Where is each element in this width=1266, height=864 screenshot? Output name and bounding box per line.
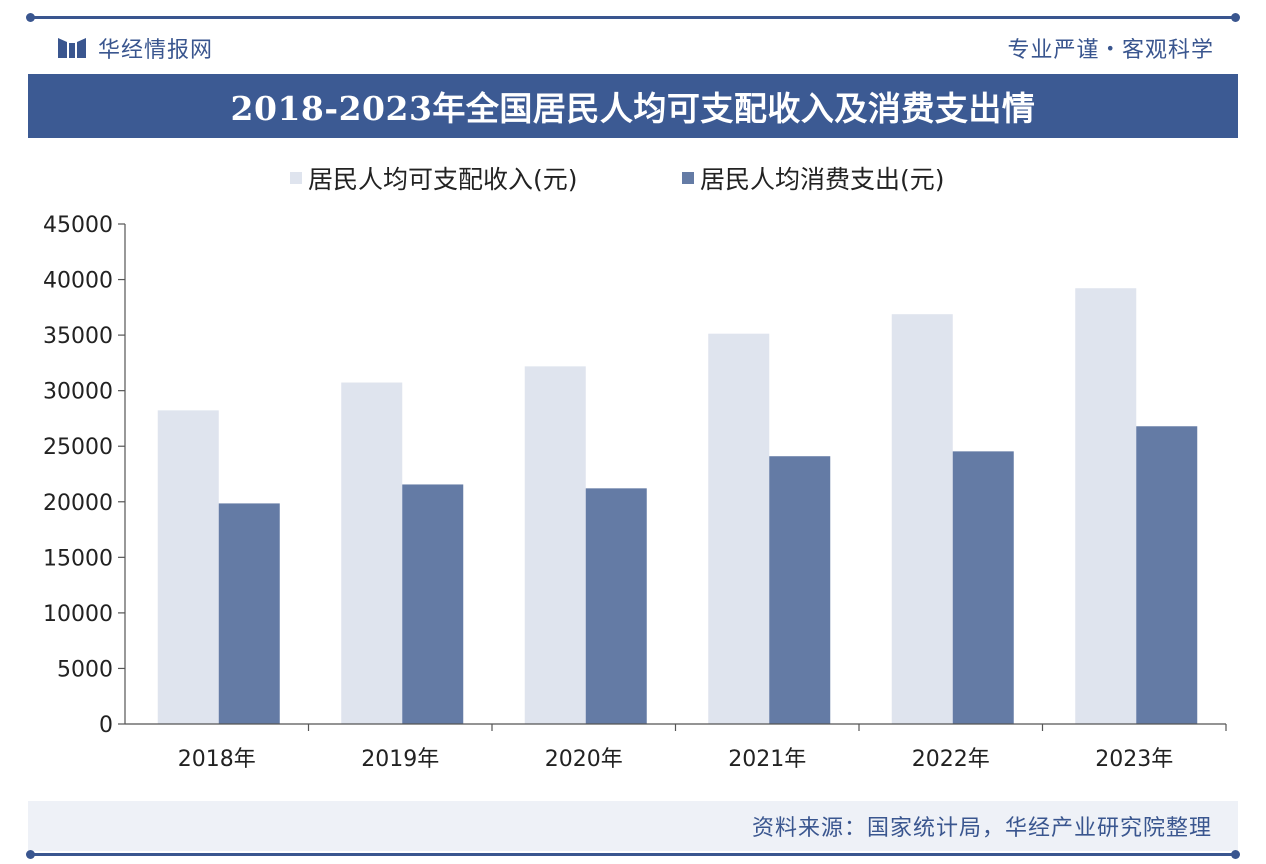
consumption-bar bbox=[1136, 426, 1198, 724]
income-bar bbox=[157, 410, 219, 724]
legend-item-income: 居民人均可支配收入(元) bbox=[290, 158, 578, 198]
legend-swatch-consumption bbox=[682, 172, 694, 184]
brand-name: 华经情报网 bbox=[98, 38, 214, 63]
y-tick-label: 40000 bbox=[43, 269, 113, 294]
brand: 华经情报网 bbox=[58, 30, 213, 66]
rule-cap bbox=[1231, 13, 1240, 22]
brand-logo-icon bbox=[58, 38, 86, 58]
y-tick-label: 25000 bbox=[43, 435, 113, 460]
slogan-right: 客观科学 bbox=[1121, 38, 1214, 63]
slogan-left: 专业严谨 bbox=[1007, 38, 1100, 63]
bottom-rule bbox=[26, 850, 1240, 859]
source-bar: 资料来源：国家统计局，华经产业研究院整理 bbox=[28, 801, 1238, 851]
legend: 居民人均可支配收入(元) 居民人均消费支出(元) bbox=[0, 158, 1266, 198]
axes-layer bbox=[118, 223, 1227, 731]
rule-cap bbox=[26, 850, 35, 859]
source-note: 资料来源：国家统计局，华经产业研究院整理 bbox=[751, 816, 1212, 841]
income-bar bbox=[891, 314, 953, 724]
x-tick-label: 2019年 bbox=[361, 747, 439, 772]
consumption-bar bbox=[585, 488, 647, 724]
slogan: 专业严谨 • 客观科学 bbox=[1008, 30, 1214, 66]
rule-cap bbox=[1231, 850, 1240, 859]
income-bar bbox=[341, 382, 403, 724]
x-tick-label: 2022年 bbox=[912, 747, 990, 772]
x-tick-label: 2021年 bbox=[728, 747, 806, 772]
x-tick-label: 2023年 bbox=[1095, 747, 1173, 772]
y-tick-label: 30000 bbox=[43, 380, 113, 405]
bars-layer bbox=[157, 288, 1198, 724]
consumption-bar bbox=[402, 484, 464, 724]
consumption-bar bbox=[952, 451, 1014, 724]
income-bar bbox=[524, 366, 586, 724]
slogan-dot: • bbox=[1105, 38, 1116, 58]
income-bar bbox=[708, 333, 770, 724]
y-tick-label: 15000 bbox=[43, 546, 113, 571]
income-bar bbox=[1075, 288, 1137, 724]
y-tick-label: 45000 bbox=[43, 213, 113, 238]
legend-swatch-income bbox=[290, 172, 302, 184]
x-tick-label: 2020年 bbox=[545, 747, 623, 772]
y-tick-label: 0 bbox=[99, 713, 113, 738]
consumption-bar bbox=[218, 503, 280, 724]
labels-layer: 0 5000 10000 15000 20000 25000 30000 35000 40000… bbox=[43, 213, 1173, 772]
legend-label-consumption: 居民人均消费支出(元) bbox=[700, 165, 945, 194]
y-tick-label: 35000 bbox=[43, 324, 113, 349]
title-bar: 2018-2023年全国居民人均可支配收入及消费支出情 bbox=[28, 74, 1238, 138]
y-tick-label: 10000 bbox=[43, 602, 113, 627]
legend-item-consumption: 居民人均消费支出(元) bbox=[682, 158, 945, 198]
chart-title: 2018-2023年全国居民人均可支配收入及消费支出情 bbox=[230, 89, 1036, 128]
legend-label-income: 居民人均可支配收入(元) bbox=[308, 165, 578, 194]
rule-cap bbox=[26, 13, 35, 22]
x-tick-label: 2018年 bbox=[178, 747, 256, 772]
consumption-bar bbox=[769, 456, 831, 724]
top-rule bbox=[26, 13, 1240, 22]
y-tick-label: 5000 bbox=[57, 657, 113, 682]
y-tick-label: 20000 bbox=[43, 491, 113, 516]
